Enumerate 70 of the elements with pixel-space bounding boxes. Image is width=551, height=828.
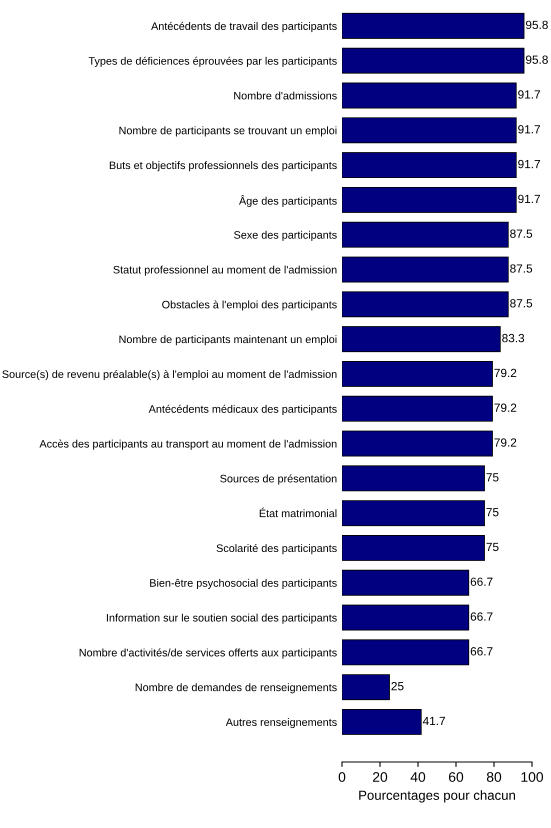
data-label: 87.5 <box>510 230 532 238</box>
x-tick-label: 0 <box>338 772 346 782</box>
y-tick-label: Sources de présentation <box>220 474 336 485</box>
data-label: 66.7 <box>470 612 493 621</box>
bar <box>342 48 524 74</box>
y-tick-label: Buts et objectifs professionnels des participants <box>110 161 337 172</box>
x-tick-label: 100 <box>521 772 544 782</box>
data-label: 91.7 <box>518 160 540 168</box>
bar <box>342 186 517 213</box>
y-tick-label: État matrimonial <box>260 508 336 518</box>
y-tick-label: Âge des participants <box>239 195 337 207</box>
bar <box>342 152 517 178</box>
y-tick-label: Source(s) de revenu préalable(s) à l'emploi au moment de l'admission <box>2 370 336 380</box>
y-tick-label: Nombre d'admissions <box>234 92 337 100</box>
y-tick-label: Information sur le soutien social des participants <box>106 614 337 624</box>
bar <box>342 256 509 282</box>
bar <box>342 709 422 735</box>
data-label: 87.5 <box>510 299 532 308</box>
data-label: 66.7 <box>470 647 493 656</box>
bar <box>342 639 470 666</box>
y-tick-label: Sexe des participants <box>234 230 337 241</box>
x-axis-title: Pourcentages pour chacun <box>359 790 516 803</box>
bar <box>342 396 493 422</box>
y-tick-label: Antécédents de travail des participants <box>151 22 337 32</box>
data-label: 83.3 <box>502 334 524 342</box>
bar <box>342 222 509 248</box>
bar <box>342 535 485 561</box>
data-label: 95.8 <box>526 20 548 30</box>
bar <box>342 500 485 526</box>
y-tick-label: Nombre de participants maintenant un emploi <box>119 335 336 346</box>
bar <box>342 430 493 456</box>
bar <box>342 291 509 318</box>
y-tick-label: Nombre de participants se trouvant un emploi <box>119 126 336 136</box>
data-label: 87.5 <box>510 264 532 273</box>
data-label: 75 <box>486 473 499 482</box>
bar <box>342 117 517 144</box>
y-tick-label: Nombre de demandes de renseignements <box>136 683 337 694</box>
bar <box>342 674 390 700</box>
data-label: 91.7 <box>518 90 540 99</box>
y-tick-label: Antécédents médicaux des participants <box>148 404 337 415</box>
y-tick-label: Scolarité des participants <box>216 544 337 554</box>
data-label: 41.7 <box>422 716 446 726</box>
bar <box>342 82 517 108</box>
data-label: 75 <box>486 542 499 552</box>
x-tick-label: 80 <box>486 772 502 782</box>
data-label: 79.2 <box>494 368 516 378</box>
data-label: 95.8 <box>526 55 548 64</box>
x-tick-label: 60 <box>448 772 464 782</box>
bar <box>342 12 524 39</box>
data-label: 79.2 <box>494 404 516 412</box>
y-tick-label: Bien-être psychosocial des participants <box>150 578 337 589</box>
y-tick-label: Obstacles à l'emploi des participants <box>162 300 337 311</box>
data-label: 79.2 <box>494 438 516 447</box>
y-tick-label: Accès des participants au transport au moment de l'admission <box>39 440 336 450</box>
x-tick-label: 40 <box>410 772 426 782</box>
data-label: 66.7 <box>470 578 493 586</box>
x-tick-label: 20 <box>372 772 388 782</box>
bar <box>342 570 470 596</box>
data-label: 91.7 <box>518 125 540 134</box>
y-tick-label: Statut professionnel au moment de l'admission <box>113 266 336 276</box>
data-label: 91.7 <box>518 194 540 204</box>
bar <box>342 465 485 492</box>
data-label: 25 <box>391 682 404 690</box>
bar <box>342 326 501 352</box>
bar <box>342 604 470 631</box>
y-tick-label: Autres renseignements <box>226 718 337 728</box>
y-tick-label: Types de déficiences éprouvées par les participants <box>88 56 337 67</box>
bar <box>342 360 493 387</box>
y-tick-label: Nombre d'activités/de services offerts aux participants <box>80 648 337 659</box>
data-label: 75 <box>486 508 499 516</box>
